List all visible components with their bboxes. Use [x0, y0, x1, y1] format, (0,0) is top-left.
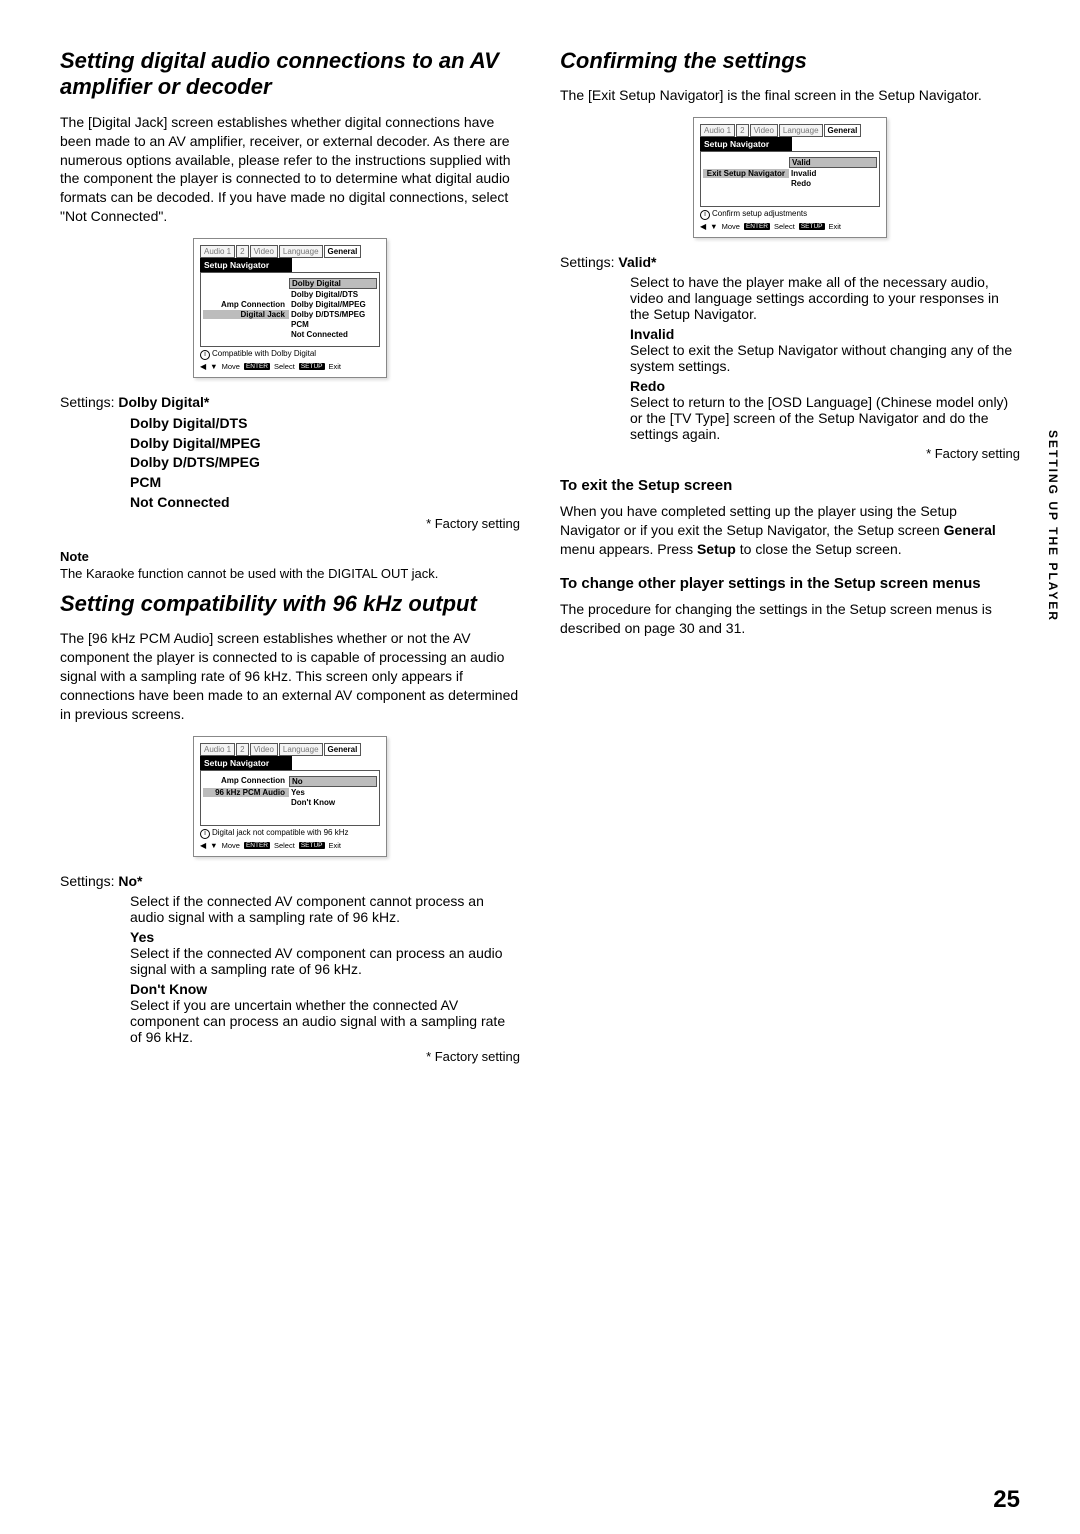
heading-96khz: Setting compatibility with 96 kHz output [60, 591, 520, 617]
left-column: Setting digital audio connections to an … [60, 40, 520, 1064]
heading-digital-audio: Setting digital audio connections to an … [60, 48, 520, 101]
settings-96khz: Settings: No* [60, 873, 520, 889]
heading-confirm: Confirming the settings [560, 48, 1020, 74]
subhead-exit: To exit the Setup screen [560, 477, 1020, 494]
osd-confirm: Audio 12VideoLanguageGeneral Setup Navig… [693, 117, 887, 238]
right-column: Confirming the settings The [Exit Setup … [560, 40, 1020, 1064]
para-confirm: The [Exit Setup Navigator] is the final … [560, 86, 1020, 105]
para-change: The procedure for changing the settings … [560, 600, 1020, 638]
page-number: 25 [993, 1486, 1020, 1514]
para-digital-audio: The [Digital Jack] screen establishes wh… [60, 113, 520, 226]
section-label: SETTING UP THE PLAYER [1046, 430, 1060, 622]
osd-96khz: Audio 12VideoLanguageGeneral Setup Navig… [193, 736, 387, 857]
settings-confirm: Settings: Valid* [560, 254, 1020, 270]
settings-dolby: Settings: Dolby Digital* [60, 394, 520, 410]
subhead-change: To change other player settings in the S… [560, 575, 1020, 592]
para-exit: When you have completed setting up the p… [560, 502, 1020, 559]
osd-digital-jack: Audio 12VideoLanguageGeneral Setup Navig… [193, 238, 387, 378]
para-96khz: The [96 kHz PCM Audio] screen establishe… [60, 629, 520, 723]
